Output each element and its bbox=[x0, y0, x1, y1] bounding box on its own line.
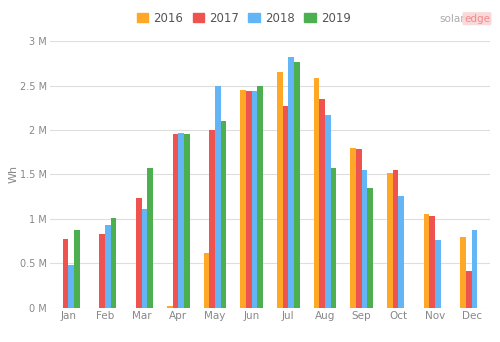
Bar bbox=[472, 231, 478, 308]
Bar bbox=[294, 62, 300, 308]
Bar bbox=[430, 216, 435, 308]
Bar bbox=[466, 271, 471, 308]
Bar bbox=[148, 168, 153, 308]
Bar bbox=[424, 214, 430, 308]
Bar bbox=[288, 57, 294, 308]
Bar bbox=[392, 170, 398, 308]
Bar bbox=[460, 237, 466, 308]
Bar bbox=[184, 134, 190, 308]
Bar bbox=[204, 253, 210, 308]
Bar bbox=[68, 265, 74, 308]
Bar bbox=[62, 239, 68, 308]
Bar bbox=[110, 218, 116, 308]
Bar bbox=[387, 173, 392, 308]
Bar bbox=[435, 240, 440, 308]
Bar bbox=[282, 106, 288, 308]
Y-axis label: Wh: Wh bbox=[8, 166, 18, 183]
Bar bbox=[74, 231, 80, 308]
Bar bbox=[100, 234, 105, 308]
Bar bbox=[142, 209, 148, 308]
Bar bbox=[368, 188, 373, 308]
Bar bbox=[215, 87, 220, 308]
Bar bbox=[258, 86, 263, 308]
Bar bbox=[320, 99, 325, 308]
Bar bbox=[220, 121, 226, 308]
Bar bbox=[325, 115, 330, 308]
Text: edge: edge bbox=[464, 14, 490, 24]
Bar bbox=[356, 149, 362, 308]
Bar bbox=[178, 133, 184, 308]
Bar bbox=[240, 90, 246, 308]
Legend: 2016, 2017, 2018, 2019: 2016, 2017, 2018, 2019 bbox=[132, 7, 355, 29]
Bar bbox=[105, 225, 110, 308]
Bar bbox=[362, 170, 368, 308]
Bar bbox=[277, 72, 282, 308]
Bar bbox=[136, 198, 141, 308]
Bar bbox=[210, 130, 215, 308]
Bar bbox=[246, 91, 252, 308]
Bar bbox=[252, 91, 258, 308]
Text: solar: solar bbox=[440, 14, 465, 24]
Bar bbox=[172, 134, 178, 308]
Bar bbox=[330, 168, 336, 308]
Bar bbox=[167, 306, 172, 308]
Bar bbox=[350, 148, 356, 308]
Bar bbox=[398, 196, 404, 308]
Bar bbox=[314, 78, 320, 308]
